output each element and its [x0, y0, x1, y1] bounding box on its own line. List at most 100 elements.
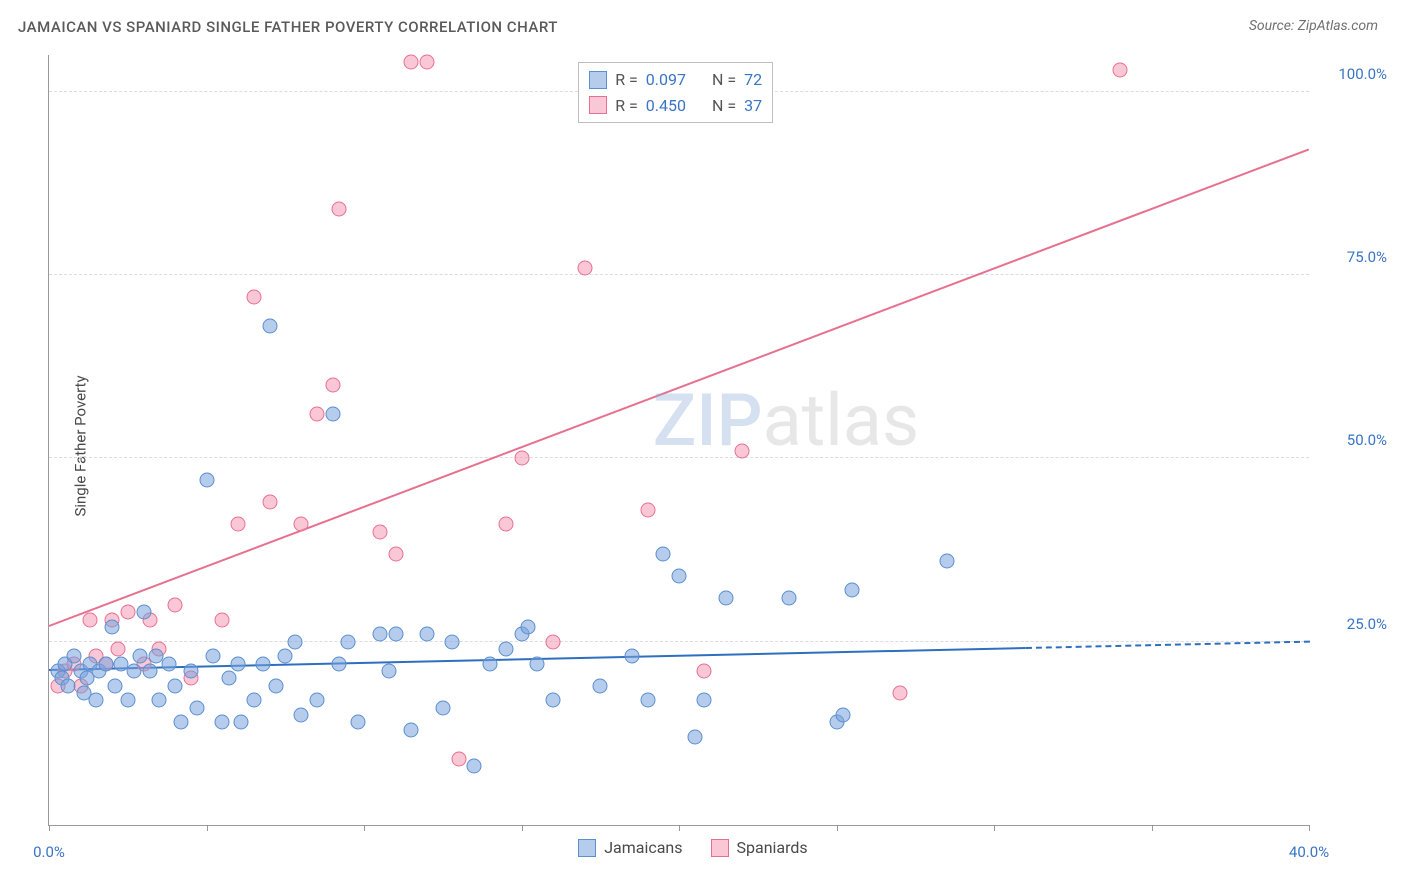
data-point-jamaicans — [435, 700, 450, 715]
data-point-jamaicans — [520, 620, 535, 635]
grid-line — [49, 274, 1309, 275]
legend-label: Jamaicans — [604, 835, 682, 861]
grid-line — [49, 457, 1309, 458]
data-point-jamaicans — [174, 715, 189, 730]
data-point-spaniards — [546, 634, 561, 649]
stats-row: R = 0.450 N = 37 — [589, 93, 762, 119]
data-point-spaniards — [331, 202, 346, 217]
data-point-jamaicans — [697, 693, 712, 708]
x-tick — [1309, 825, 1310, 831]
x-tick — [364, 825, 365, 831]
data-point-spaniards — [309, 407, 324, 422]
x-tick-label: 40.0% — [1289, 843, 1329, 861]
y-tick-label: 100.0% — [1317, 65, 1387, 83]
data-point-jamaicans — [89, 693, 104, 708]
data-point-jamaicans — [388, 627, 403, 642]
data-point-jamaicans — [593, 678, 608, 693]
legend-item: Jamaicans — [578, 835, 682, 861]
data-point-spaniards — [294, 517, 309, 532]
chart-title: JAMAICAN VS SPANIARD SINGLE FATHER POVER… — [18, 18, 558, 36]
data-point-jamaicans — [309, 693, 324, 708]
data-point-jamaicans — [221, 671, 236, 686]
data-point-spaniards — [420, 55, 435, 70]
n-value: 72 — [744, 67, 762, 93]
n-label: N = — [712, 67, 736, 93]
plot-area: 25.0%50.0%75.0%100.0%0.0%40.0%R = 0.097N… — [48, 55, 1309, 826]
data-point-jamaicans — [672, 568, 687, 583]
data-point-jamaicans — [350, 715, 365, 730]
data-point-spaniards — [498, 517, 513, 532]
data-point-jamaicans — [845, 583, 860, 598]
data-point-jamaicans — [656, 546, 671, 561]
data-point-spaniards — [404, 55, 419, 70]
data-point-jamaicans — [420, 627, 435, 642]
data-point-jamaicans — [262, 319, 277, 334]
data-point-jamaicans — [624, 649, 639, 664]
data-point-spaniards — [120, 605, 135, 620]
r-label: R = — [615, 93, 638, 119]
correlation-stats-box: R = 0.097N = 72R = 0.450N = 37 — [578, 62, 773, 123]
data-point-jamaicans — [190, 700, 205, 715]
data-point-spaniards — [372, 524, 387, 539]
data-point-spaniards — [697, 664, 712, 679]
data-point-jamaicans — [127, 664, 142, 679]
data-point-jamaicans — [445, 634, 460, 649]
data-point-jamaicans — [294, 708, 309, 723]
x-tick — [207, 825, 208, 831]
data-point-jamaicans — [467, 759, 482, 774]
data-point-jamaicans — [687, 730, 702, 745]
data-point-jamaicans — [835, 708, 850, 723]
legend-swatch — [711, 839, 729, 857]
legend-swatch — [578, 839, 596, 857]
data-point-jamaicans — [325, 407, 340, 422]
data-point-jamaicans — [341, 634, 356, 649]
data-point-jamaicans — [498, 642, 513, 657]
x-tick — [679, 825, 680, 831]
n-value: 37 — [744, 93, 762, 119]
data-point-spaniards — [451, 752, 466, 767]
data-point-spaniards — [262, 495, 277, 510]
data-point-jamaicans — [133, 649, 148, 664]
data-point-spaniards — [246, 290, 261, 305]
data-point-jamaicans — [287, 634, 302, 649]
data-point-spaniards — [325, 378, 340, 393]
data-point-spaniards — [735, 444, 750, 459]
data-point-jamaicans — [120, 693, 135, 708]
data-point-jamaicans — [136, 605, 151, 620]
trend-line — [49, 148, 1310, 627]
data-point-spaniards — [640, 502, 655, 517]
data-point-spaniards — [1113, 62, 1128, 77]
data-point-spaniards — [514, 451, 529, 466]
data-point-jamaicans — [168, 678, 183, 693]
data-point-spaniards — [111, 642, 126, 657]
data-point-jamaicans — [161, 656, 176, 671]
data-point-jamaicans — [142, 664, 157, 679]
data-point-jamaicans — [105, 620, 120, 635]
x-tick — [994, 825, 995, 831]
series-swatch — [589, 96, 607, 114]
r-value: 0.450 — [646, 93, 686, 119]
data-point-jamaicans — [331, 656, 346, 671]
source-attribution: Source: ZipAtlas.com — [1249, 18, 1378, 34]
y-tick-label: 50.0% — [1317, 431, 1387, 449]
grid-line — [49, 641, 1309, 642]
data-point-jamaicans — [782, 590, 797, 605]
data-point-jamaicans — [205, 649, 220, 664]
data-point-jamaicans — [152, 693, 167, 708]
data-point-spaniards — [215, 612, 230, 627]
data-point-spaniards — [388, 546, 403, 561]
x-tick — [1152, 825, 1153, 831]
data-point-jamaicans — [256, 656, 271, 671]
r-label: R = — [615, 67, 638, 93]
data-point-spaniards — [82, 612, 97, 627]
data-point-jamaicans — [108, 678, 123, 693]
data-point-jamaicans — [183, 664, 198, 679]
x-tick — [522, 825, 523, 831]
legend-item: Spaniards — [711, 835, 808, 861]
data-point-jamaicans — [719, 590, 734, 605]
n-label: N = — [712, 93, 736, 119]
data-point-jamaicans — [268, 678, 283, 693]
data-point-jamaicans — [372, 627, 387, 642]
legend-label: Spaniards — [737, 835, 808, 861]
data-point-jamaicans — [60, 678, 75, 693]
